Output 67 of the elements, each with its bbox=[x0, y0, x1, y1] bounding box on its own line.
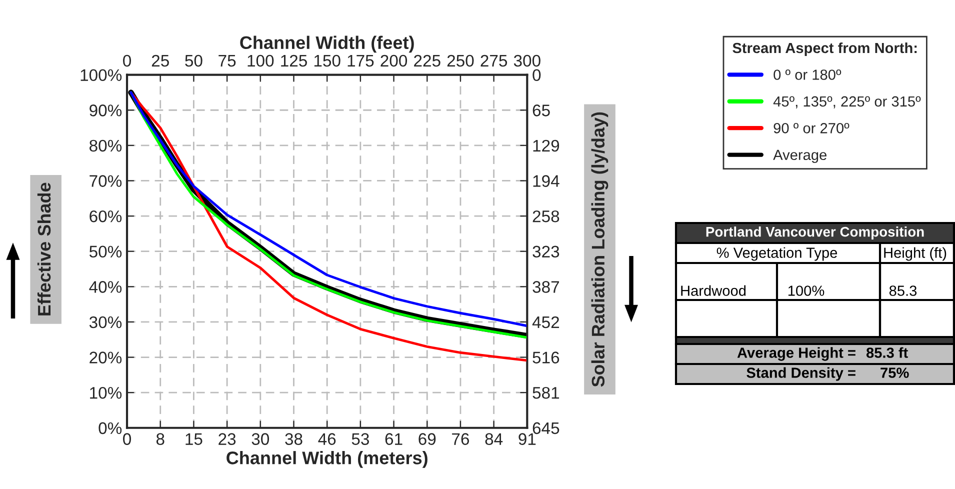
x2-tick-label: 25 bbox=[152, 54, 169, 67]
x2-tick-label: 75 bbox=[218, 55, 236, 67]
y-axis-title: Effective Shade bbox=[37, 182, 51, 316]
legend-title: Stream Aspect from North: bbox=[732, 42, 917, 56]
x2-tick-label: 225 bbox=[414, 54, 440, 67]
x-tick-label: 76 bbox=[452, 433, 470, 445]
y-tick-label: 10% bbox=[90, 386, 122, 399]
x2-tick-label: 250 bbox=[447, 54, 474, 67]
x2-tick-label: 100 bbox=[248, 54, 274, 67]
x-tick-label: 0 bbox=[123, 433, 131, 445]
y-tick-label: 90% bbox=[90, 104, 122, 116]
y-tick-label: 40% bbox=[89, 281, 122, 293]
y2-tick-label: 581 bbox=[532, 386, 560, 399]
x-axis-title: Channel Width (meters) bbox=[226, 451, 428, 468]
legend-label: 45º, 135º, 225º or 315º bbox=[773, 96, 921, 108]
text: Hardwood bbox=[681, 285, 746, 296]
text: Height (ft) bbox=[884, 247, 946, 261]
x-tick-label: 84 bbox=[485, 433, 503, 445]
y-tick-label: 60% bbox=[90, 210, 122, 222]
y-tick-label: 50% bbox=[89, 246, 122, 258]
y-tick-label: 70% bbox=[90, 175, 122, 187]
y2-tick-label: 194 bbox=[533, 175, 560, 187]
y-tick-label: 100% bbox=[80, 69, 122, 82]
x2-tick-label: 150 bbox=[314, 54, 340, 67]
legend-label: 90 º or 270º bbox=[774, 122, 850, 134]
y2-tick-label: 323 bbox=[532, 246, 560, 258]
x-tick-label: 61 bbox=[385, 433, 402, 445]
x2-tick-label: 0 bbox=[123, 54, 131, 67]
y2-tick-label: 452 bbox=[532, 316, 559, 328]
x-tick-label: 53 bbox=[352, 433, 369, 445]
text: 100% bbox=[788, 286, 824, 296]
x-tick-label: 8 bbox=[156, 433, 164, 445]
y2-tick-label: 645 bbox=[532, 422, 560, 434]
x-tick-label: 46 bbox=[318, 433, 336, 445]
y2-tick-label: 387 bbox=[532, 281, 559, 293]
x-tick-label: 15 bbox=[186, 433, 202, 445]
x2-tick-label: 200 bbox=[380, 54, 408, 67]
x2-tick-label: 300 bbox=[514, 54, 540, 67]
text: 85.3 bbox=[889, 286, 917, 296]
text: 75% bbox=[880, 368, 909, 378]
y-tick-label: 80% bbox=[90, 140, 122, 152]
x-tick-label: 23 bbox=[218, 433, 236, 445]
x-tick-label: 91 bbox=[518, 433, 536, 445]
x2-tick-label: 50 bbox=[185, 54, 202, 67]
x-tick-label: 69 bbox=[418, 433, 436, 445]
y-tick-label: 20% bbox=[90, 352, 122, 364]
y2-tick-label: 0 bbox=[532, 69, 541, 82]
text: Stand Density = bbox=[746, 367, 856, 381]
x2-axis-title: Channel Width (feet) bbox=[240, 36, 414, 53]
y2-tick-label: 516 bbox=[532, 352, 560, 364]
x-tick-label: 38 bbox=[285, 433, 302, 445]
text: 85.3 ft bbox=[866, 347, 908, 358]
legend-label: 0 º or 180º bbox=[774, 70, 842, 80]
y-tick-label: 0% bbox=[98, 422, 122, 434]
text: % Vegetation Type bbox=[716, 247, 838, 261]
y2-tick-label: 65 bbox=[532, 104, 550, 116]
text: Portland Vancouver Composition bbox=[706, 226, 924, 240]
x2-tick-label: 275 bbox=[480, 54, 508, 67]
x2-tick-label: 125 bbox=[281, 54, 307, 67]
y2-tick-label: 129 bbox=[533, 140, 560, 152]
x2-tick-label: 175 bbox=[348, 55, 374, 67]
x-tick-label: 30 bbox=[252, 433, 270, 445]
y-tick-label: 30% bbox=[89, 316, 122, 328]
text: Average Height = bbox=[737, 347, 856, 361]
legend-label: Average bbox=[773, 150, 826, 163]
y2-tick-label: 258 bbox=[532, 210, 560, 222]
y2-axis-title: Solar Radiation Loading (ly/day) bbox=[591, 112, 608, 387]
